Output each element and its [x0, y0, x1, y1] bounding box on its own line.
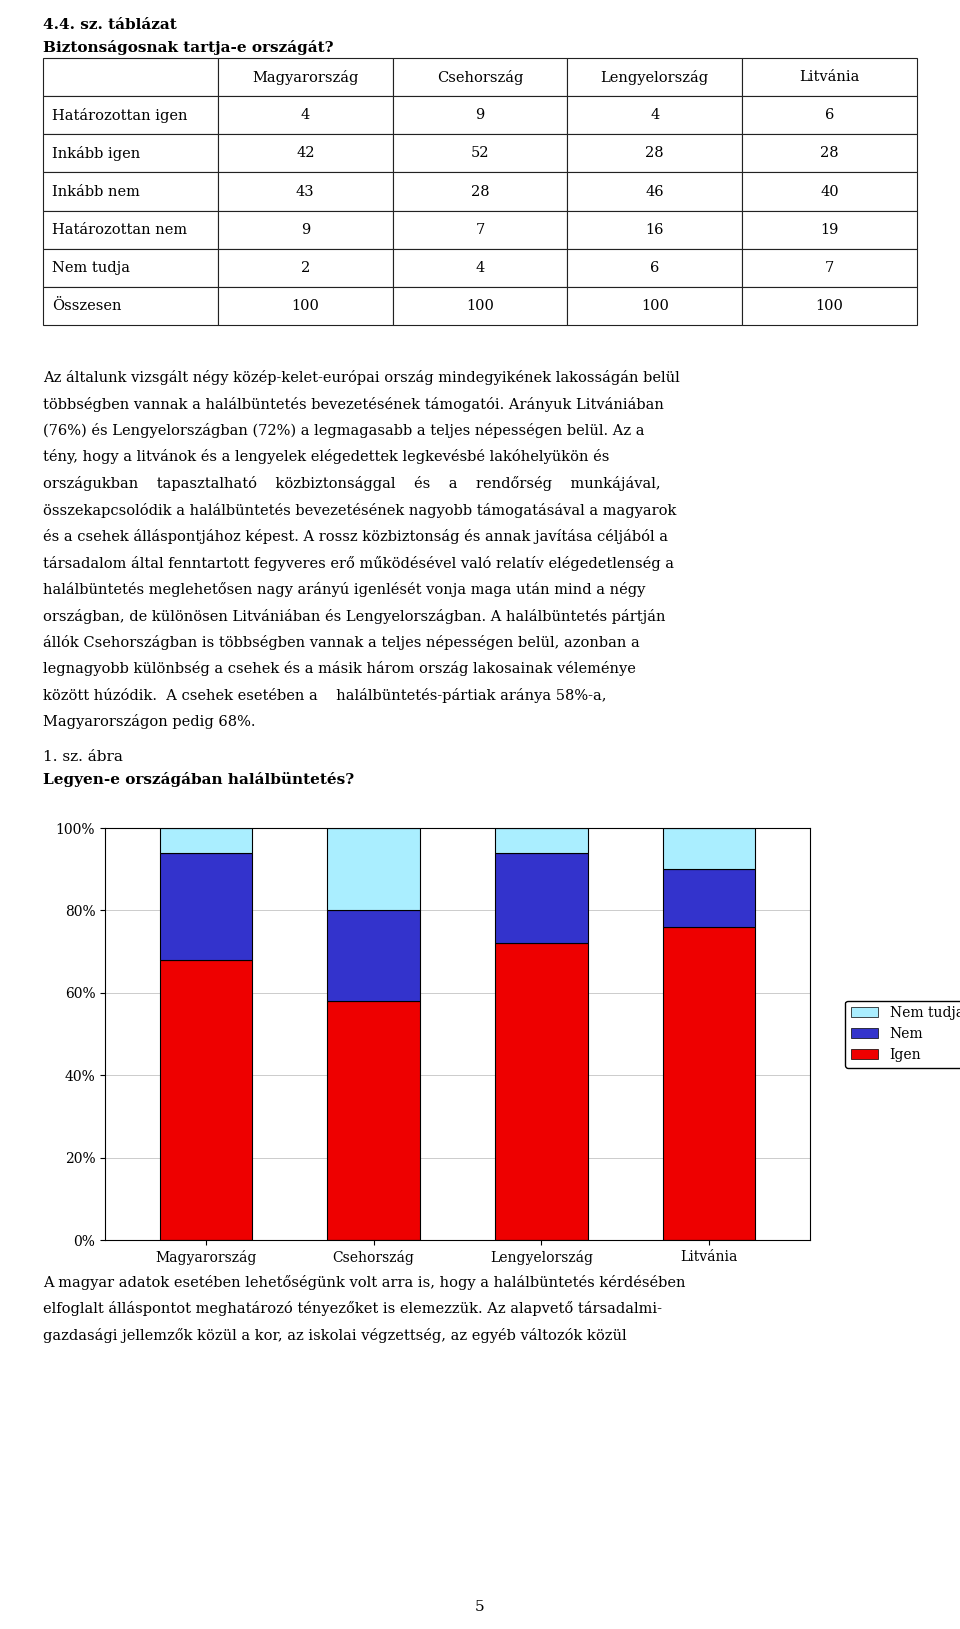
Legend: Nem tudja, Nem, Igen: Nem tudja, Nem, Igen	[845, 1000, 960, 1067]
Bar	[159, 852, 252, 959]
Bar	[495, 943, 588, 1240]
Bar	[159, 828, 252, 852]
Text: halálbüntetés meglehetősen nagy arányú igenlését vonja maga után mind a négy: halálbüntetés meglehetősen nagy arányú i…	[43, 582, 645, 596]
Text: legnagyobb különbség a csehek és a másik három ország lakosainak véleménye: legnagyobb különbség a csehek és a másik…	[43, 661, 636, 676]
Bar	[327, 911, 420, 1002]
Text: országban, de különösen Litvániában és Lengyelországban. A halálbüntetés pártján: országban, de különösen Litvániában és L…	[43, 609, 665, 624]
Bar	[495, 828, 588, 852]
Text: (76%) és Lengyelországban (72%) a legmagasabb a teljes népességen belül. Az a: (76%) és Lengyelországban (72%) a legmag…	[43, 424, 645, 438]
Text: állók Csehországban is többségben vannak a teljes népességen belül, azonban a: állók Csehországban is többségben vannak…	[43, 635, 640, 650]
Bar	[495, 852, 588, 943]
Text: Az általunk vizsgált négy közép-kelet-európai ország mindegyikének lakosságán be: Az általunk vizsgált négy közép-kelet-eu…	[43, 370, 680, 384]
Text: Biztonságosnak tartja-e országát?: Biztonságosnak tartja-e országát?	[43, 41, 334, 55]
Text: tény, hogy a litvánok és a lengyelek elégedettek legkevésbé lakóhelyükön és: tény, hogy a litvánok és a lengyelek elé…	[43, 450, 610, 464]
Text: és a csehek álláspontjához képest. A rossz közbiztonság és annak javítása céljáb: és a csehek álláspontjához képest. A ros…	[43, 529, 668, 544]
Text: összekapcsolódik a halálbüntetés bevezetésének nagyobb támogatásával a magyarok: összekapcsolódik a halálbüntetés bevezet…	[43, 502, 677, 518]
Text: gazdasági jellemzők közül a kor, az iskolai végzettség, az egyéb változók közül: gazdasági jellemzők közül a kor, az isko…	[43, 1328, 627, 1342]
Text: Magyarországon pedig 68%.: Magyarországon pedig 68%.	[43, 715, 255, 730]
Bar	[159, 959, 252, 1240]
Bar	[663, 927, 756, 1240]
Text: elfoglalt álláspontot meghatározó tényezőket is elemezzük. Az alapvető társadalm: elfoglalt álláspontot meghatározó tényez…	[43, 1302, 662, 1316]
Text: Legyen-e országában halálbüntetés?: Legyen-e országában halálbüntetés?	[43, 772, 354, 787]
Text: társadalom által fenntartott fegyveres erő működésével való relatív elégedetlens: társadalom által fenntartott fegyveres e…	[43, 555, 674, 570]
Text: többségben vannak a halálbüntetés bevezetésének támogatói. Arányuk Litvániában: többségben vannak a halálbüntetés beveze…	[43, 396, 664, 412]
Text: között húzódik.  A csehek esetében a    halálbüntetés-pártiak aránya 58%-a,: között húzódik. A csehek esetében a halá…	[43, 687, 607, 704]
Bar	[327, 1002, 420, 1240]
Text: 1. sz. ábra: 1. sz. ábra	[43, 749, 123, 764]
Text: 4.4. sz. táblázat: 4.4. sz. táblázat	[43, 18, 177, 33]
Bar	[327, 828, 420, 911]
Bar	[663, 828, 756, 870]
Bar	[663, 870, 756, 927]
Text: 5: 5	[475, 1600, 485, 1614]
Text: országukban    tapasztalható    közbiztonsággal    és    a    rendőrség    munká: országukban tapasztalható közbiztonságga…	[43, 476, 660, 490]
Text: A magyar adatok esetében lehetőségünk volt arra is, hogy a halálbüntetés kérdésé: A magyar adatok esetében lehetőségünk vo…	[43, 1276, 685, 1290]
